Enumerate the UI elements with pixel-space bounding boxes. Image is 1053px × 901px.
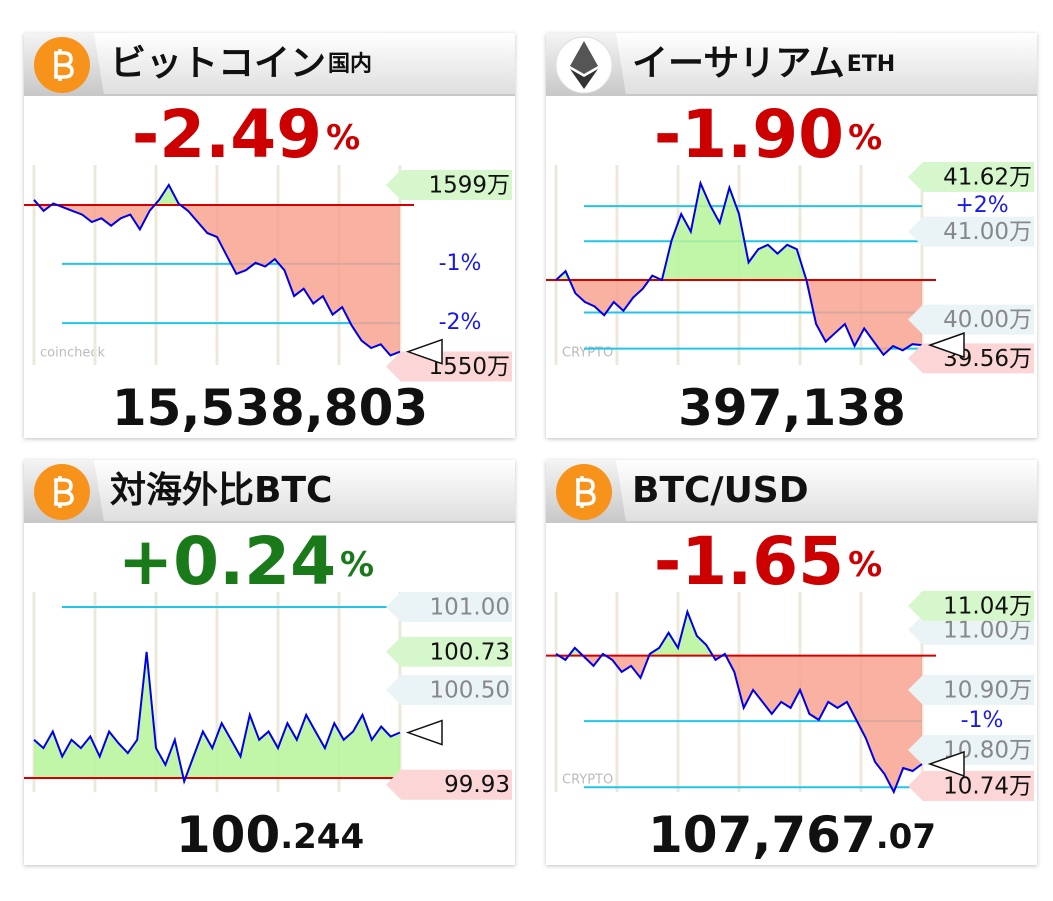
card: 対海外比BTC +0.24 % 101.00 100.50 100.73 99.93 100.…	[24, 460, 515, 865]
price-tag	[386, 170, 512, 200]
area-down	[569, 280, 922, 355]
price-tag-label: 41.62万	[943, 165, 1032, 191]
subtitle: 国内	[328, 52, 372, 77]
card-title: 対海外比BTC	[110, 470, 332, 511]
price-line	[33, 651, 401, 785]
price-main: 15,538,803	[112, 379, 428, 437]
btc-glyph	[54, 476, 74, 508]
change-unit: %	[326, 118, 360, 158]
title-text: BTC/USD	[632, 470, 809, 511]
price-line	[555, 179, 923, 357]
price-main: 100	[176, 806, 280, 864]
watermark: coincheck	[40, 346, 105, 361]
price-tag-label: 100.73	[430, 639, 510, 665]
area-down	[34, 205, 400, 356]
price: 15,538,803	[112, 379, 428, 437]
price-decimal: .244	[280, 817, 364, 857]
card: BTC/USD-1.65 %CRYPTO11.00万10.90万10.80万11.…	[546, 460, 1037, 865]
title-text: 対海外比BTC	[110, 470, 332, 511]
price: 107,767.07	[648, 806, 936, 864]
current-marker	[405, 719, 443, 746]
price: 100.244	[176, 806, 364, 864]
price-tag-label: 11.00万	[943, 617, 1032, 643]
change-unit: %	[340, 545, 374, 585]
card-header	[24, 460, 515, 522]
change: -1.65%	[654, 523, 882, 600]
price-line	[555, 608, 923, 795]
current-marker	[927, 332, 965, 359]
price-tag	[386, 351, 512, 382]
pct-label: +2%	[955, 193, 1008, 218]
change: +0.24%	[118, 523, 374, 600]
price-tag-label: 10.74万	[943, 773, 1032, 799]
price-tag	[908, 674, 1034, 705]
pct-label: -1%	[439, 251, 482, 276]
change-value: -1.90	[654, 96, 844, 173]
card: イーサリアムETH-1.90 %CRYPTO41.00万40.00万41.62万3…	[546, 33, 1037, 438]
price-tag	[908, 162, 1034, 193]
price-tag-label: 101.00	[430, 594, 510, 620]
price-main: 107,767	[648, 806, 876, 864]
change: -1.90%	[654, 96, 882, 173]
area-down	[556, 655, 922, 792]
price: 397,138	[678, 379, 906, 437]
price-tag	[908, 734, 1034, 765]
price-tag	[386, 675, 512, 706]
price-tag	[908, 216, 1034, 247]
subtitle: ETH	[847, 52, 895, 77]
pct-label: -2%	[439, 310, 482, 335]
card-header	[24, 33, 515, 95]
cards: ビットコイン国内-2.49 %coincheck1599万1550万-1%-2%1…	[24, 33, 1037, 865]
price-tag	[386, 636, 512, 667]
card-header	[546, 460, 1037, 522]
price-tag-label: 1599万	[428, 173, 510, 199]
price-tag	[908, 590, 1034, 621]
pct-label: -1%	[961, 708, 1004, 733]
card-title: BTC/USD	[632, 470, 809, 511]
card-header	[546, 33, 1037, 95]
price-line	[33, 183, 401, 357]
area-up	[556, 611, 726, 656]
current-marker	[927, 750, 965, 778]
price-tag-label: 11.04万	[943, 593, 1032, 619]
change-value: -1.65	[654, 523, 844, 600]
btc-glyph	[576, 476, 596, 508]
change-value: +0.24	[118, 523, 336, 600]
title-text: ビットコイン	[110, 43, 326, 84]
btc-glyph	[54, 49, 74, 81]
area-up	[34, 651, 400, 779]
price-tag	[386, 769, 512, 800]
price-decimal: .07	[876, 817, 936, 857]
card-title: イーサリアムETH	[632, 43, 895, 84]
change-value: -2.49	[132, 96, 322, 173]
card-title: ビットコイン国内	[110, 43, 372, 84]
price-tag	[908, 343, 1034, 374]
eth-icon	[570, 69, 598, 89]
price-tag-label: 40.00万	[943, 307, 1032, 333]
price-tag	[386, 591, 512, 622]
eth-icon	[570, 41, 598, 74]
price-tag-label: 41.00万	[943, 219, 1032, 245]
title-text: イーサリアム	[632, 43, 845, 84]
price-tag-label: 100.50	[430, 678, 510, 704]
change-unit: %	[848, 545, 882, 585]
card: ビットコイン国内-2.49 %coincheck1599万1550万-1%-2%1…	[24, 33, 515, 438]
area-up	[556, 183, 922, 281]
price-tag	[908, 770, 1034, 801]
price-main: 397,138	[678, 379, 906, 437]
change-unit: %	[848, 118, 882, 158]
change: -2.49%	[132, 96, 360, 173]
price-tag-label: 10.90万	[943, 677, 1032, 703]
price-tag	[908, 304, 1034, 335]
watermark: CRYPTO	[562, 773, 613, 788]
current-marker	[405, 338, 443, 365]
price-tag-label: 99.93	[444, 772, 510, 798]
price-tag	[908, 614, 1034, 645]
